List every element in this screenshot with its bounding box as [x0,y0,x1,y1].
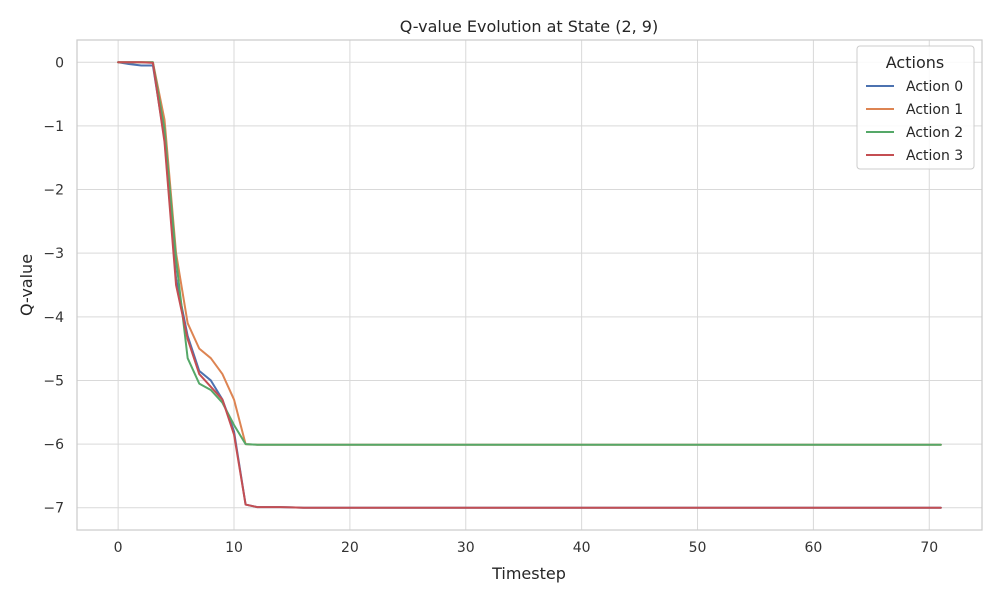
x-tick-label: 70 [920,540,938,556]
legend-label-action-1: Action 1 [906,102,963,118]
chart-title: Q-value Evolution at State (2, 9) [400,17,658,36]
y-axis-title: Q-value [17,254,36,316]
y-tick-label: −5 [43,373,64,389]
x-tick-label: 50 [689,540,707,556]
x-tick-label: 40 [573,540,591,556]
y-tick-label: −6 [43,437,64,453]
y-tick-label: −4 [43,310,64,326]
legend: Actions Action 0 Action 1 Action 2 Action 3 [856,45,975,170]
grid-lines [77,40,982,530]
y-tick-label: −7 [43,501,64,517]
legend-box [856,45,975,170]
legend-label-action-3: Action 3 [906,148,963,164]
legend-label-action-2: Action 2 [906,125,963,141]
y-tick-label: −2 [43,183,64,199]
series-line-action-3 [117,61,942,509]
y-tick-label: −3 [43,246,64,262]
legend-items: Action 0 Action 1 Action 2 Action 3 [866,79,963,164]
x-tick-label: 60 [804,540,822,556]
x-tick-label: 10 [225,540,243,556]
plot-frame [76,39,983,531]
y-tick-labels: 0 −1 −2 −3 −4 −5 −6 −7 [43,55,64,516]
legend-label-action-0: Action 0 [906,79,963,95]
x-tick-labels: 0 10 20 30 40 50 60 70 [114,540,939,556]
legend-title: Actions [886,53,944,72]
y-tick-label: −1 [43,119,64,135]
x-tick-label: 0 [114,540,123,556]
series-lines [117,61,942,509]
y-tick-label: 0 [55,55,64,71]
x-tick-label: 30 [457,540,475,556]
x-axis-title: Timestep [491,564,566,583]
x-tick-label: 20 [341,540,359,556]
